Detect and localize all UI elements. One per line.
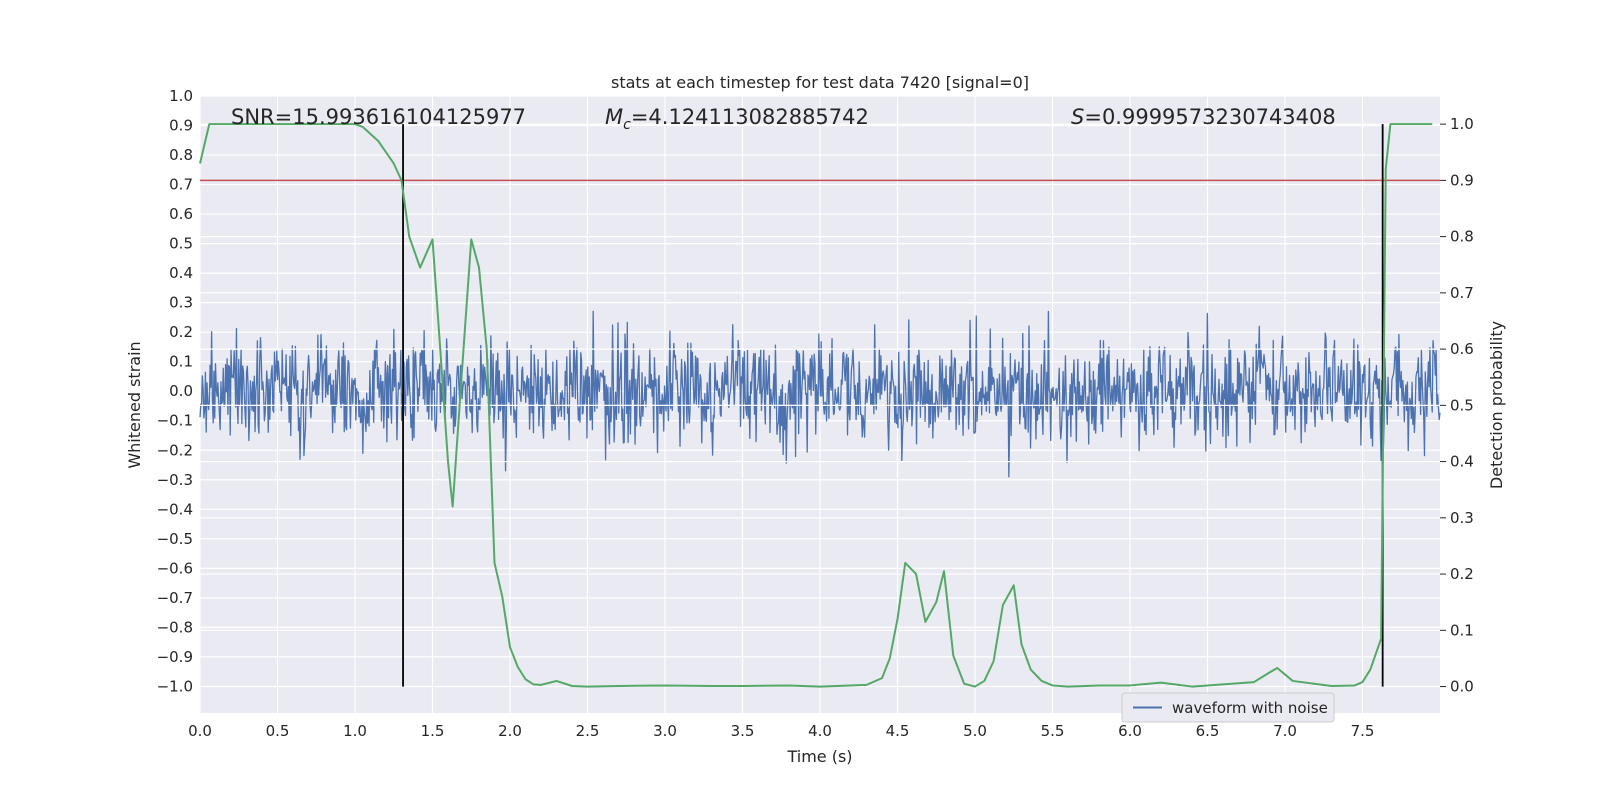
x-axis-ticks: 0.0 0.5 1.0 1.5 2.0 2.5 3.0 3.5 4.0 4.5 5.0 5.5 6.0 6… bbox=[188, 722, 1374, 740]
x-tick-label: 4.5 bbox=[886, 722, 910, 740]
x-tick-label: 0.5 bbox=[266, 722, 290, 740]
x-tick-label: 7.5 bbox=[1351, 722, 1375, 740]
x-tick-label: 0.0 bbox=[188, 722, 212, 740]
left-y-tick-label: −0.2 bbox=[157, 441, 193, 459]
right-y-tick-label: 0.9 bbox=[1450, 171, 1474, 189]
right-y-tick-label: 0.1 bbox=[1450, 621, 1474, 639]
chart-title: stats at each timestep for test data 742… bbox=[611, 73, 1029, 92]
chirp-mass-symbol: M bbox=[605, 105, 623, 129]
x-tick-label: 2.5 bbox=[576, 722, 600, 740]
waveform-series bbox=[199, 310, 1441, 478]
x-tick-label: 3.5 bbox=[731, 722, 755, 740]
probability-line bbox=[199, 123, 1433, 688]
left-y-tick-label: 0.3 bbox=[169, 294, 193, 312]
left-y-tick-label: 0.6 bbox=[169, 205, 193, 223]
left-y-tick-label: −0.6 bbox=[157, 559, 193, 577]
left-y-tick-label: 0.1 bbox=[169, 353, 193, 371]
left-y-tick-label: −0.3 bbox=[157, 471, 193, 489]
x-tick-label: 7.0 bbox=[1273, 722, 1297, 740]
right-y-tick-label: 0.8 bbox=[1450, 228, 1474, 246]
right-y-tick-label: 0.3 bbox=[1450, 509, 1474, 527]
left-y-tick-label: −0.1 bbox=[157, 412, 193, 430]
left-y-tick-label: −0.8 bbox=[157, 618, 193, 636]
right-y-tick-label: 1.0 bbox=[1450, 115, 1474, 133]
left-y-tick-label: 1.0 bbox=[169, 87, 193, 105]
score-symbol: S bbox=[1071, 105, 1084, 129]
x-tick-label: 6.0 bbox=[1118, 722, 1142, 740]
x-axis-label: Time (s) bbox=[786, 747, 852, 766]
threshold-line-layer bbox=[200, 123, 1440, 688]
chirp-mass-value: =4.124113082885742 bbox=[631, 105, 869, 129]
x-tick-label: 6.5 bbox=[1196, 722, 1220, 740]
right-y-tick-label: 0.6 bbox=[1450, 340, 1474, 358]
left-y-tick-label: 0.2 bbox=[169, 323, 193, 341]
left-y-tick-label: 0.8 bbox=[169, 146, 193, 164]
x-tick-label: 1.0 bbox=[343, 722, 367, 740]
left-y-tick-label: 0.7 bbox=[169, 176, 193, 194]
legend: waveform with noise bbox=[1121, 692, 1335, 723]
legend-waveform-label: waveform with noise bbox=[1172, 699, 1328, 717]
chirp-mass-annotation: Mc=4.124113082885742 bbox=[605, 105, 869, 133]
right-y-tick-label: 0.4 bbox=[1450, 453, 1474, 471]
left-y-tick-label: −0.4 bbox=[157, 500, 193, 518]
right-y-tick-label: 0.2 bbox=[1450, 565, 1474, 583]
left-y-tick-label: −1.0 bbox=[157, 677, 193, 695]
probability-series bbox=[199, 123, 1433, 688]
left-y-axis-ticks: 1.0 0.9 0.8 0.7 0.6 0.5 0.4 0.3 0.2 0.1 0.0 −0.1 −0.… bbox=[157, 87, 193, 695]
right-y-tick-label: 0.5 bbox=[1450, 396, 1474, 414]
score-value: =0.9999573230743408 bbox=[1084, 105, 1335, 129]
left-y-tick-label: −0.9 bbox=[157, 648, 193, 666]
left-y-tick-label: 0.0 bbox=[169, 382, 193, 400]
left-y-tick-label: −0.7 bbox=[157, 589, 193, 607]
score-annotation: S=0.9999573230743408 bbox=[1071, 105, 1336, 129]
left-y-tick-label: 0.4 bbox=[169, 264, 193, 282]
chirp-mass-subscript: c bbox=[623, 117, 631, 133]
x-tick-label: 2.0 bbox=[498, 722, 522, 740]
x-tick-label: 5.0 bbox=[963, 722, 987, 740]
x-tick-label: 3.0 bbox=[653, 722, 677, 740]
right-y-tick-label: 0.0 bbox=[1450, 678, 1474, 696]
right-y-axis-label: Detection probability bbox=[1487, 321, 1506, 489]
legend-box bbox=[1121, 692, 1335, 723]
snr-annotation: SNR=15.993616104125977 bbox=[231, 105, 526, 129]
x-tick-label: 5.5 bbox=[1041, 722, 1065, 740]
x-tick-label: 4.0 bbox=[808, 722, 832, 740]
right-y-tick-label: 0.7 bbox=[1450, 284, 1474, 302]
x-tick-label: 1.5 bbox=[421, 722, 445, 740]
left-y-axis-label: Whitened strain bbox=[125, 341, 144, 468]
left-y-tick-label: −0.5 bbox=[157, 530, 193, 548]
left-y-tick-label: 0.9 bbox=[169, 117, 193, 135]
waveform-line bbox=[199, 310, 1441, 478]
left-y-tick-label: 0.5 bbox=[169, 235, 193, 253]
right-y-axis-ticks: 1.0 0.9 0.8 0.7 0.6 0.5 0.4 0.3 0.2 0.1 0.0 bbox=[1440, 115, 1474, 696]
